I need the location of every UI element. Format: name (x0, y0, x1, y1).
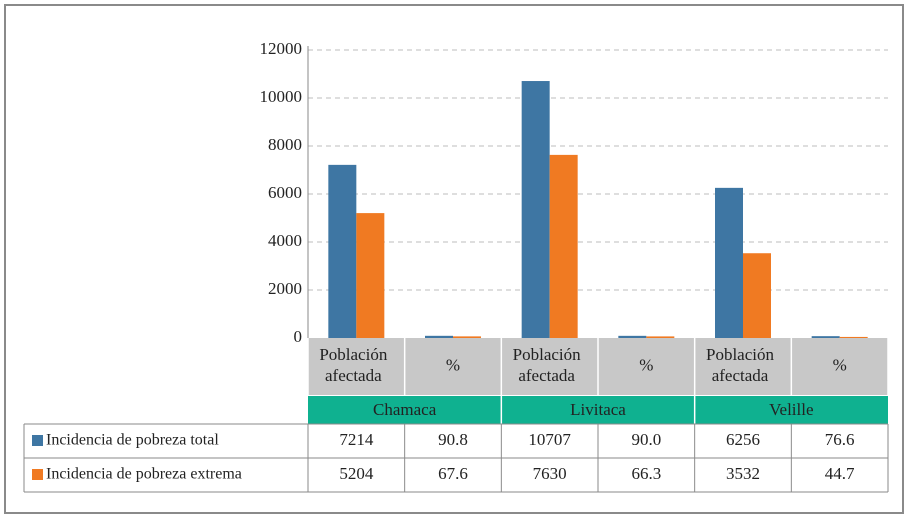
y-tick-label: 10000 (260, 87, 303, 106)
chart-svg: 0 2000 4000 6000 8000 10000 12000 Población afec… (23, 39, 889, 493)
bar-total (618, 335, 647, 338)
bar-total (328, 164, 357, 338)
bar-extrema (549, 154, 578, 338)
data-label: 5204 (339, 464, 374, 483)
data-label: 76.6 (825, 430, 855, 449)
data-label: 7630 (533, 464, 567, 483)
data-label: 44.7 (825, 464, 855, 483)
y-tick-label: 6000 (268, 183, 302, 202)
x-tick-label: % (833, 355, 847, 374)
data-label: 10707 (528, 430, 571, 449)
group-label: Velille (769, 400, 813, 419)
bar-total (715, 187, 743, 338)
bar-extrema (356, 213, 385, 338)
x-tick-label: Población (513, 345, 581, 364)
y-tick-label: 0 (294, 327, 303, 346)
bar-total (425, 335, 453, 338)
bar-total (811, 336, 840, 338)
data-label: 6256 (726, 430, 760, 449)
data-label: 90.0 (631, 430, 661, 449)
group-label: Livitaca (570, 400, 626, 419)
x-tick-label: afectada (518, 366, 575, 385)
group-label: Chamaca (373, 400, 437, 419)
bar-extrema (453, 336, 481, 338)
data-label: 3532 (726, 464, 760, 483)
bar-extrema (646, 336, 675, 338)
data-label: 90.8 (438, 430, 468, 449)
y-tick-label: 4000 (268, 231, 302, 250)
data-label: 7214 (339, 430, 374, 449)
group-row-bg (308, 396, 888, 424)
x-tick-label: afectada (712, 366, 769, 385)
legend-label: Incidencia de pobreza extrema (46, 466, 242, 483)
chart-frame: 0 2000 4000 6000 8000 10000 12000 Población afec… (4, 4, 904, 514)
x-tick-label: Población (319, 345, 387, 364)
x-tick-label: Población (706, 345, 774, 364)
data-label: 66.3 (631, 464, 661, 483)
x-tick-label: % (446, 355, 460, 374)
bar-total (521, 81, 550, 339)
y-tick-label: 2000 (268, 279, 302, 298)
y-tick-label: 12000 (260, 39, 303, 58)
bar-extrema (839, 336, 868, 339)
legend-swatch (32, 469, 43, 480)
data-label: 67.6 (438, 464, 468, 483)
x-tick-label: % (639, 355, 653, 374)
bar-extrema (743, 253, 771, 338)
y-tick-label: 8000 (268, 135, 302, 154)
legend-label: Incidencia de pobreza total (46, 432, 219, 449)
x-tick-label: afectada (325, 366, 382, 385)
legend-swatch (32, 435, 43, 446)
